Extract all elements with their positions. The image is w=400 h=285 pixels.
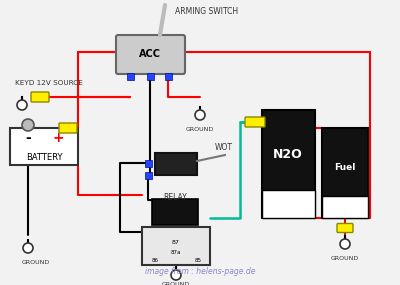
Bar [152, 199, 198, 225]
Text: BATTERY: BATTERY [26, 154, 62, 162]
Text: GROUND: GROUND [331, 256, 359, 261]
FancyBboxPatch shape [245, 117, 265, 127]
Bar [164, 72, 172, 80]
Text: ACC: ACC [139, 49, 161, 59]
Bar [126, 72, 134, 80]
Bar [146, 72, 154, 80]
Bar [322, 196, 368, 218]
Bar [155, 153, 197, 175]
Circle shape [340, 239, 350, 249]
Text: 87a: 87a [171, 249, 181, 255]
Bar [262, 190, 315, 218]
FancyBboxPatch shape [337, 223, 353, 233]
Text: Fuel: Fuel [334, 164, 356, 172]
Text: ARMING SWITCH: ARMING SWITCH [175, 7, 238, 17]
Text: WOT: WOT [215, 144, 233, 152]
Circle shape [171, 270, 181, 280]
Bar [142, 227, 210, 265]
Text: 86: 86 [152, 258, 158, 262]
Circle shape [23, 243, 33, 253]
Text: 87: 87 [172, 239, 180, 245]
Text: +: + [52, 131, 64, 145]
Circle shape [195, 110, 205, 120]
Bar [262, 110, 315, 218]
Circle shape [17, 100, 27, 110]
Circle shape [22, 119, 34, 131]
Bar [144, 160, 152, 166]
Text: GROUND: GROUND [186, 127, 214, 132]
Text: RELAY: RELAY [163, 194, 187, 203]
Text: -: - [25, 131, 31, 145]
Text: KEYD 12V SOURCE: KEYD 12V SOURCE [15, 80, 83, 86]
Bar [144, 172, 152, 178]
Text: 85: 85 [194, 258, 202, 262]
FancyBboxPatch shape [31, 92, 49, 102]
FancyBboxPatch shape [116, 35, 185, 74]
Bar [322, 128, 368, 218]
Bar [10, 128, 78, 165]
Text: N2O: N2O [273, 148, 303, 162]
Text: GROUND: GROUND [162, 282, 190, 285]
Text: image from : helens-page.de: image from : helens-page.de [145, 268, 255, 276]
Text: GROUND: GROUND [22, 260, 50, 265]
FancyBboxPatch shape [59, 123, 77, 133]
